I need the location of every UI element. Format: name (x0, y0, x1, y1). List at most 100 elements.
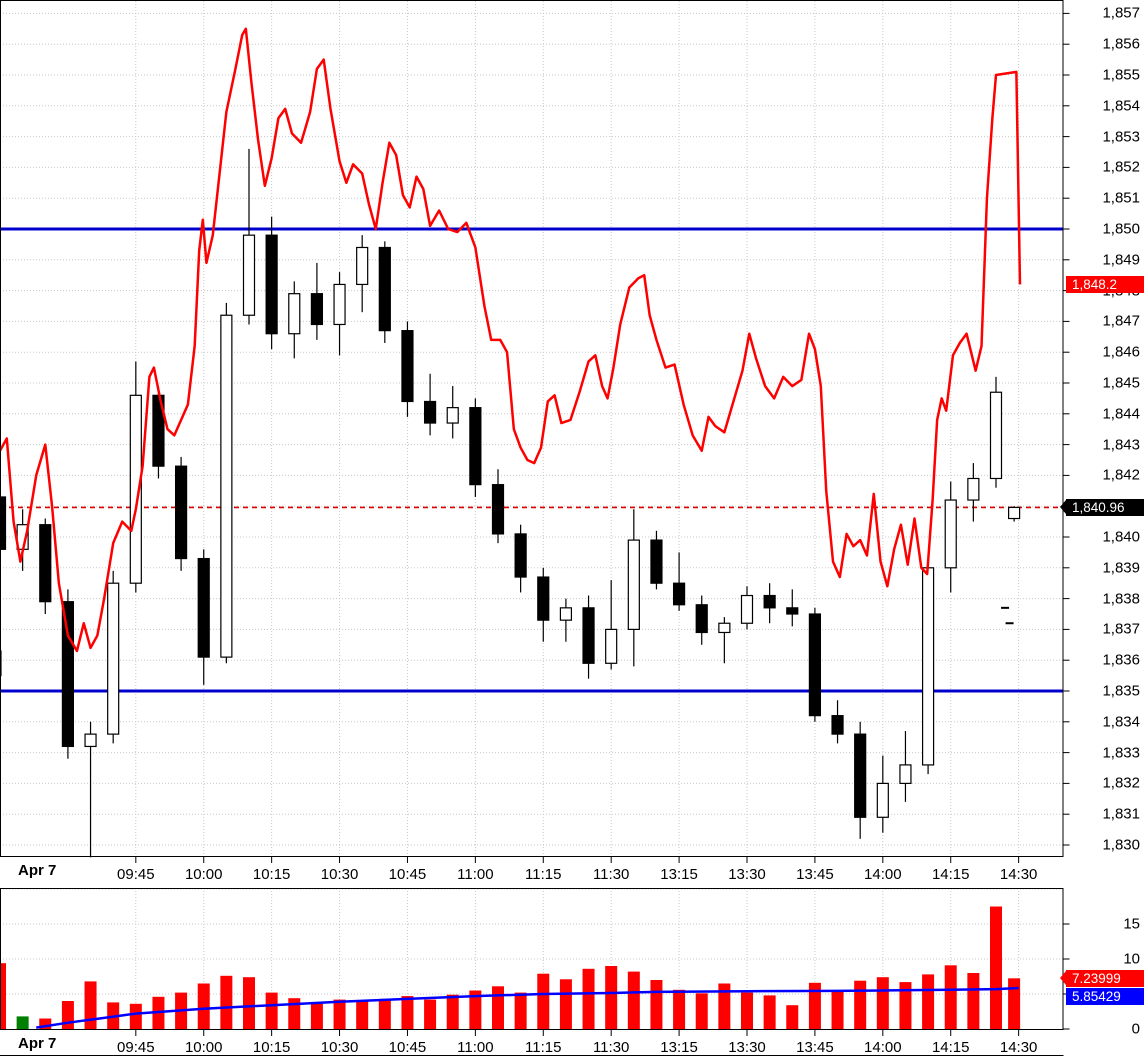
volume-bar (537, 973, 550, 1029)
candle (401, 321, 414, 417)
candle (854, 721, 867, 839)
price-axis-label: 1,855 (1102, 66, 1140, 84)
price-axis-label: 1,853 (1102, 128, 1140, 146)
volume-bar (808, 982, 821, 1029)
volume-bar (922, 974, 935, 1029)
volume-bar (1008, 978, 1021, 1029)
price-axis-label: 1,846 (1102, 343, 1140, 361)
candle (197, 549, 210, 685)
axis-frames (0, 0, 1070, 1056)
price-axis-label: 1,850 (1102, 220, 1140, 238)
price-axis-label: 1,837 (1102, 620, 1140, 638)
volume-bar (786, 1005, 799, 1029)
volume-bar (401, 996, 414, 1029)
price-axis-label: 1,857 (1102, 4, 1140, 22)
time-axis-label: 09:45 (117, 1039, 155, 1056)
candle (537, 567, 550, 642)
price-axis-label: 1,849 (1102, 251, 1140, 269)
volume-bar (854, 980, 867, 1029)
time-axis-label: 11:15 (525, 866, 562, 883)
time-axis-label: 13:45 (796, 866, 834, 883)
volume-bar (333, 999, 346, 1029)
price-axis-label: 1,844 (1102, 405, 1140, 423)
volume-bar (627, 971, 640, 1029)
candle (650, 530, 663, 590)
candle (921, 558, 935, 775)
volume-axis-label: 15 (1123, 915, 1140, 933)
time-axis-label: 14:30 (999, 866, 1038, 883)
candle (288, 281, 301, 359)
time-axis-label: 10:30 (320, 866, 359, 883)
price-axis-label: 1,851 (1102, 189, 1140, 207)
candle (944, 481, 957, 593)
volume-average-tag: 5.85429 (1066, 987, 1144, 1005)
candle (605, 580, 618, 670)
candle (107, 570, 120, 744)
price-axis-label: 1,836 (1102, 651, 1140, 669)
date-label-main: Apr 7 (18, 862, 57, 879)
volume-bar (356, 1001, 369, 1029)
candle (129, 361, 142, 593)
candle (446, 386, 459, 439)
candle (220, 302, 233, 664)
volume-bar (242, 977, 255, 1029)
time-axis-label: 13:30 (728, 866, 766, 883)
candle (627, 509, 640, 667)
volume-bar (605, 966, 618, 1029)
price-axis-label: 1,838 (1102, 590, 1140, 608)
last-price-tag: 1,840.96 (1066, 498, 1144, 516)
candle (763, 583, 776, 624)
volume-bar (967, 973, 980, 1029)
volume-bar (491, 986, 504, 1029)
candle (740, 586, 754, 630)
volume-bar (650, 980, 663, 1029)
volume-bar (424, 999, 437, 1029)
volume-bar (446, 994, 459, 1029)
main-price-pane[interactable] (0, 27, 1063, 858)
overlay-price-line (0, 27, 1022, 653)
time-axis-label: 11:15 (525, 1039, 562, 1056)
price-axis-label: 1,833 (1102, 744, 1140, 762)
volume-bar (265, 992, 278, 1029)
time-axis-label: 10:45 (388, 1039, 427, 1056)
candle (989, 376, 1003, 488)
volume-bar (378, 998, 391, 1029)
volume-bar (559, 979, 572, 1029)
volume-bar (944, 965, 957, 1029)
candle (356, 235, 369, 313)
time-axis-label: 14:00 (864, 1039, 902, 1056)
candle (695, 595, 708, 645)
price-axis-label: 1,834 (1102, 713, 1140, 731)
volume-current-tag: 7.23999 (1066, 969, 1144, 987)
candle (899, 731, 912, 802)
time-axis-label: 10:45 (388, 866, 427, 883)
price-axis-label: 1,835 (1102, 682, 1140, 700)
average-volume-line (36, 986, 1019, 1029)
candle (469, 398, 482, 497)
candle (333, 272, 346, 356)
volume-bar (740, 992, 753, 1029)
candle (491, 469, 505, 544)
volume-bar (899, 982, 912, 1029)
date-label-volume: Apr 7 (18, 1035, 57, 1052)
time-axis-label: 10:00 (184, 866, 223, 883)
candle (0, 484, 7, 562)
volume-axis-label: 10 (1123, 950, 1140, 968)
volume-pane[interactable] (0, 906, 1021, 1030)
volume-bar (220, 975, 233, 1029)
volume-bar (197, 983, 210, 1029)
price-axis-label: 1,830 (1102, 836, 1140, 854)
time-axis-label: 13:30 (728, 1039, 766, 1056)
time-axis-label: 13:45 (796, 1039, 834, 1056)
volume-bar (673, 989, 686, 1029)
overlay-last-price-tag: 1,848.2 (1066, 275, 1144, 293)
time-axis-label: 10:15 (252, 866, 291, 883)
time-axis-label: 09:45 (117, 866, 155, 883)
price-axis-label: 1,831 (1102, 805, 1140, 823)
price-axis-label: 1,842 (1102, 466, 1140, 484)
candle (174, 456, 188, 571)
volume-bar (61, 1001, 74, 1029)
volume-bar (695, 993, 708, 1029)
